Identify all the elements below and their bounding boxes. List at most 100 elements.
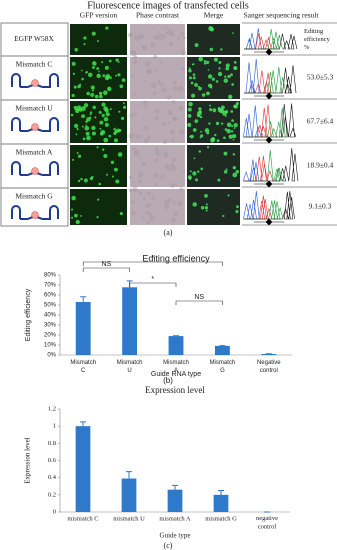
cell: [219, 108, 225, 114]
cell: [103, 117, 109, 122]
cell: [85, 131, 90, 136]
cell: [187, 114, 192, 118]
cell: [217, 178, 221, 182]
chart: Editing efficiency 0% 10% 20% 30% 40% 50% 60% 70…: [25, 253, 292, 385]
guide-icon: [11, 161, 59, 176]
texture: [150, 82, 157, 89]
texture: [167, 29, 174, 36]
cell: [211, 77, 215, 81]
chart: Expression level 0 0.2 0.4 0.6 0.8 1 1.2 Express…: [24, 385, 290, 550]
cell: [119, 84, 124, 89]
texture: [154, 147, 159, 152]
texture: [131, 186, 138, 193]
texture: [138, 178, 143, 183]
cell: [207, 83, 213, 88]
texture: [144, 106, 148, 109]
texture: [150, 195, 155, 199]
texture: [133, 59, 138, 63]
texture: [131, 75, 135, 78]
cell: [188, 67, 191, 70]
texture: [160, 82, 165, 87]
cell: [91, 89, 95, 92]
cell: [105, 26, 109, 30]
cell: [77, 179, 81, 183]
texture: [165, 31, 169, 35]
texture: [164, 163, 169, 169]
cell: [89, 111, 93, 114]
error-bar: [126, 471, 132, 486]
cell: [187, 107, 192, 112]
y-tick-label: 0.4: [48, 474, 57, 481]
cell: [198, 150, 202, 153]
mismatch-icon: [31, 79, 39, 87]
cell: [111, 175, 115, 178]
cell: [233, 66, 238, 71]
error-bar: [173, 335, 179, 337]
significance-label: *: [151, 276, 154, 283]
texture: [153, 172, 159, 178]
cell: [98, 110, 102, 114]
texture: [177, 85, 184, 92]
efficiency-header: Editing efficiency%: [304, 28, 331, 51]
cell: [223, 170, 228, 174]
arrow-marker: [254, 136, 284, 144]
cell: [199, 115, 203, 119]
texture: [142, 66, 145, 69]
cell: [206, 146, 210, 149]
texture: [177, 201, 183, 207]
cell: [189, 170, 192, 173]
cell: [232, 32, 234, 34]
cell: [215, 121, 220, 126]
efficiency-value: 18.9±0.4: [307, 161, 334, 170]
cell: [74, 213, 78, 218]
panel-title: Fluorescence images of transfected cells: [87, 0, 249, 11]
x-axis-label: Guide type: [160, 532, 191, 540]
texture: [153, 36, 157, 40]
cell: [86, 135, 91, 141]
cell: [230, 110, 234, 113]
texture: [133, 92, 137, 96]
cell: [233, 104, 238, 109]
cell: [218, 60, 222, 64]
cell: [207, 74, 213, 79]
trace: [244, 33, 298, 50]
texture: [139, 157, 142, 160]
texture: [146, 220, 151, 225]
cell: [228, 94, 233, 99]
cell: [209, 47, 214, 52]
cell: [232, 153, 236, 156]
cell: [227, 194, 230, 197]
cell: [90, 85, 95, 90]
cell: [75, 219, 80, 225]
texture: [134, 150, 140, 156]
cell: [101, 113, 105, 118]
cell: [81, 114, 85, 119]
significance-bracket: [82, 261, 223, 266]
cell: [192, 63, 195, 65]
error-bar: [80, 421, 86, 431]
cell: [102, 90, 108, 96]
x-axis-label: Guide RNA type: [151, 371, 201, 378]
y-tick-label: 30%: [44, 323, 57, 329]
cell: [203, 59, 207, 63]
cell: [235, 169, 240, 174]
cell: [91, 125, 96, 131]
cell: [97, 198, 100, 201]
guide-icon: [11, 205, 59, 220]
texture: [164, 26, 168, 30]
cell: [110, 160, 115, 165]
cell: [190, 134, 194, 139]
cell: [72, 158, 75, 161]
cell: [213, 57, 218, 62]
texture: [164, 204, 169, 210]
cell: [194, 82, 198, 87]
cell: [200, 130, 203, 133]
texture: [180, 50, 186, 56]
x-tick-label: negative control: [256, 515, 278, 531]
texture: [179, 187, 184, 191]
cell: [83, 36, 87, 40]
cell: [201, 93, 206, 97]
cell: [188, 68, 192, 73]
texture: [157, 79, 161, 83]
cell: [71, 61, 76, 66]
